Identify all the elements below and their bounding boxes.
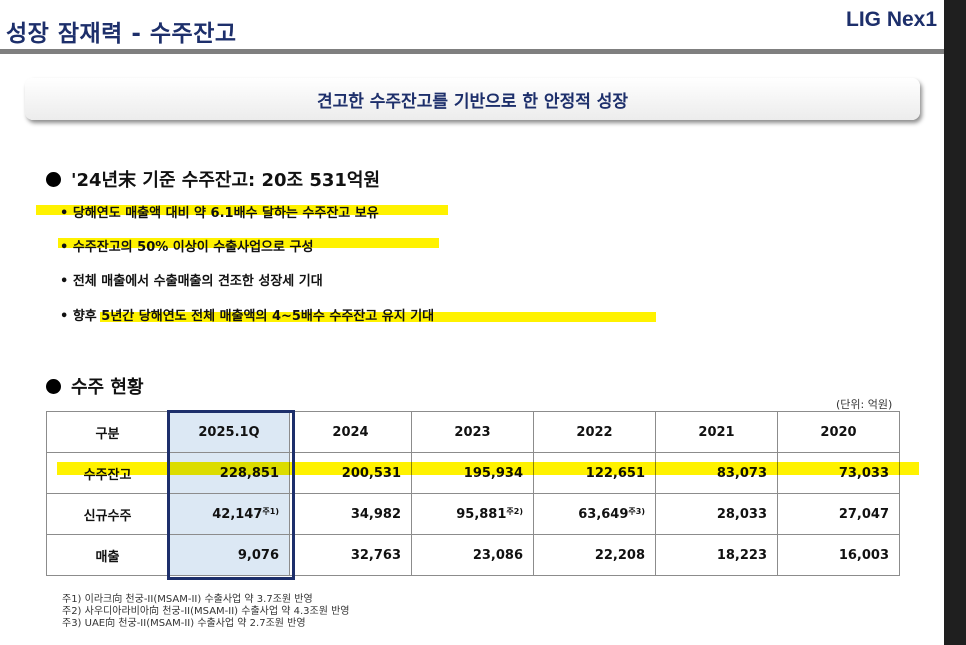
row-label: 신규수주 [46, 493, 169, 535]
table-cell: 22,208 [533, 534, 656, 576]
company-logo: LIG Nex1 [846, 8, 938, 31]
table-header: 구분 [46, 411, 169, 453]
bullet-item: • 수주잔고의 50% 이상이 수출사업으로 구성 [60, 240, 314, 255]
section-heading-backlog: '24년末 기준 수주잔고: 20조 531억원 [46, 166, 380, 192]
table-cell: 63,649주3) [533, 493, 656, 535]
footnote-ref: 주1) [262, 507, 279, 516]
title-divider [0, 49, 944, 54]
footnote-ref: 주3) [628, 507, 645, 516]
table-header: 2021 [655, 411, 778, 453]
table-cell: 28,033 [655, 493, 778, 535]
table-cell: 95,881주2) [411, 493, 534, 535]
unit-label: (단위: 억원) [836, 398, 893, 411]
table-header: 2023 [411, 411, 534, 453]
highlight-mark [58, 238, 439, 248]
table-cell: 42,147주1) [168, 493, 290, 535]
footnote: 주2) 사우디아라비아向 천궁-II(MSAM-II) 수출사업 약 4.3조원… [62, 606, 350, 617]
cell-value: 95,881 [456, 507, 507, 522]
bullet-item: • 향후 5년간 당해연도 전체 매출액의 4~5배수 수주잔고 유지 기대 [60, 309, 435, 324]
bullet-dot-icon [46, 172, 61, 187]
row-highlight-mark [57, 462, 919, 475]
footnotes: 주1) 이라크向 천궁-II(MSAM-II) 수출사업 약 3.7조원 반영 … [62, 594, 350, 630]
section-heading-orders: 수주 현황 [46, 373, 144, 399]
page-title: 성장 잠재력 - 수주잔고 [6, 21, 237, 47]
cell-value: 63,649 [578, 507, 629, 522]
bullet-item: • 전체 매출에서 수출매출의 견조한 성장세 기대 [60, 274, 323, 289]
headline-banner: 견고한 수주잔고를 기반으로 한 안정적 성장 [25, 78, 920, 120]
highlight-mark [36, 205, 448, 215]
bullet-item: • 당해연도 매출액 대비 약 6.1배수 달하는 수주잔고 보유 [60, 206, 379, 221]
table-cell: 18,223 [655, 534, 778, 576]
table-header: 2020 [777, 411, 900, 453]
section-heading-text: 수주 현황 [71, 377, 144, 398]
table-cell: 32,763 [289, 534, 412, 576]
table-header: 2024 [289, 411, 412, 453]
orders-table: 구분 2025.1Q 2024 2023 2022 2021 2020 수주잔고… [46, 411, 900, 576]
footnote-ref: 주2) [506, 507, 523, 516]
footnote: 주1) 이라크向 천궁-II(MSAM-II) 수출사업 약 3.7조원 반영 [62, 594, 313, 605]
table-cell: 27,047 [777, 493, 900, 535]
highlight-mark [100, 312, 656, 322]
row-label: 매출 [46, 534, 169, 576]
cell-value: 42,147 [212, 507, 263, 522]
section-heading-text: '24년末 기준 수주잔고: 20조 531억원 [71, 170, 381, 191]
table-cell: 16,003 [777, 534, 900, 576]
table-cell: 23,086 [411, 534, 534, 576]
table-cell: 34,982 [289, 493, 412, 535]
bullet-dot-icon [46, 379, 61, 394]
window-edge [944, 0, 966, 645]
table-row: 매출 9,076 32,763 23,086 22,208 18,223 16,… [46, 534, 900, 576]
table-cell: 9,076 [168, 534, 290, 576]
current-quarter-frame [167, 410, 295, 580]
table-header: 2022 [533, 411, 656, 453]
footnote: 주3) UAE向 천궁-II(MSAM-II) 수출사업 약 2.7조원 반영 [62, 618, 306, 629]
